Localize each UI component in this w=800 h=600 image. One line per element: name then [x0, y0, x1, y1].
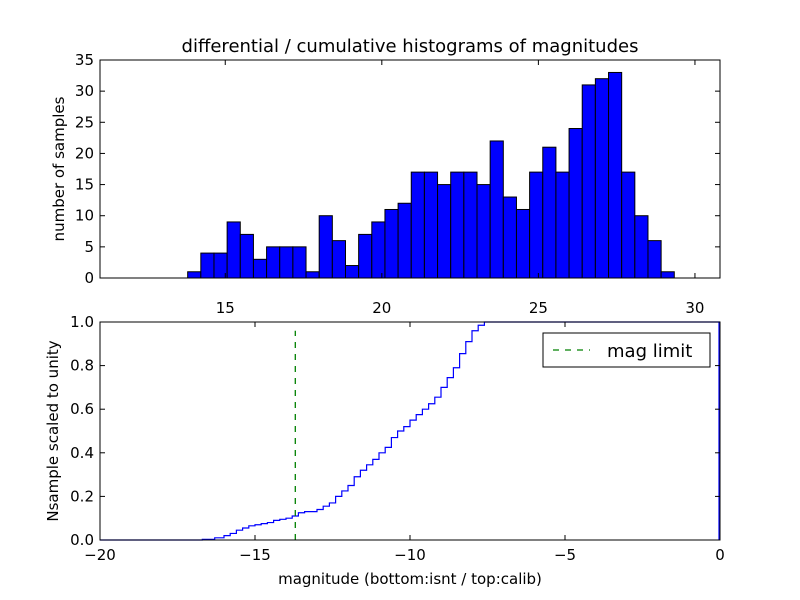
histogram-bar [621, 171, 636, 279]
histogram-bar [358, 233, 373, 279]
histogram-bar [515, 208, 531, 279]
histogram-bar [423, 171, 439, 279]
histogram-bar [660, 271, 675, 279]
cumulative-step-line [100, 321, 720, 541]
bottom-plot-lines [100, 321, 720, 541]
histogram-bar [568, 128, 583, 279]
top-x-ticks: 15 20 25 30 [216, 60, 704, 317]
top-y-tick-label: 0 [84, 269, 94, 287]
histogram-bar [200, 252, 215, 279]
top-chart-title: differential / cumulative histograms of … [182, 36, 639, 57]
histogram-bar [581, 84, 596, 279]
bottom-cumulative-panel: Nsample scaled to unity magnitude (botto… [44, 313, 725, 588]
bottom-x-tick-label: −10 [394, 546, 426, 564]
histogram-bar [489, 140, 504, 279]
bottom-y-tick-label: 0.6 [70, 400, 94, 418]
histogram-bar [450, 171, 465, 279]
top-y-ticks: 0 5 10 15 20 25 30 35 [75, 51, 720, 287]
top-y-axis-label: number of samples [50, 96, 68, 241]
histogram-bar [187, 271, 202, 279]
bottom-y-tick-label: 0.8 [70, 357, 94, 375]
histogram-bar [463, 171, 478, 279]
bottom-x-ticks: −20 −15 −10 −5 0 [84, 322, 725, 564]
top-y-tick-label: 25 [75, 113, 94, 131]
histogram-bar [371, 221, 386, 279]
histogram-bar [476, 184, 491, 279]
histogram-bar [502, 196, 517, 279]
bottom-x-tick-label: 0 [715, 546, 725, 564]
histogram-bar [266, 246, 281, 279]
histogram-bar [252, 258, 268, 279]
top-y-tick-label: 20 [75, 144, 94, 162]
histogram-bar [594, 78, 610, 279]
top-y-tick-label: 30 [75, 82, 94, 100]
top-x-tick-label: 25 [529, 299, 548, 317]
histogram-bar [410, 171, 425, 279]
histogram-bar [305, 271, 320, 279]
histogram-bar [331, 240, 346, 279]
legend-mag-limit-label: mag limit [607, 341, 692, 362]
bottom-y-axis-label: Nsample scaled to unity [44, 340, 62, 521]
histogram-bar [239, 233, 254, 279]
top-y-tick-label: 35 [75, 51, 94, 69]
top-x-tick-label: 30 [685, 299, 704, 317]
histogram-bar [647, 240, 662, 279]
histogram-bar [226, 221, 241, 279]
top-y-tick-label: 5 [84, 238, 94, 256]
histogram-bar [344, 265, 360, 279]
histogram-bar [292, 246, 307, 279]
histogram-bar [318, 215, 333, 279]
histogram-bar [555, 171, 570, 279]
histogram-bar [397, 202, 412, 279]
top-x-tick-label: 15 [216, 299, 235, 317]
histogram-bar [542, 146, 557, 279]
bottom-x-tick-label: −20 [84, 546, 116, 564]
top-x-tick-label: 20 [372, 299, 391, 317]
histogram-bar [384, 208, 399, 279]
top-y-tick-label: 15 [75, 176, 94, 194]
bottom-y-tick-label: 0.2 [70, 487, 94, 505]
histogram-bar [634, 215, 649, 279]
bottom-x-tick-label: −15 [239, 546, 271, 564]
top-histogram-panel: differential / cumulative histograms of … [50, 36, 721, 317]
top-axes-frame [99, 59, 721, 279]
bottom-y-tick-label: 0.4 [70, 444, 94, 462]
histogram-bar [608, 71, 623, 279]
legend: mag limit [542, 332, 711, 368]
bottom-x-axis-label: magnitude (bottom:isnt / top:calib) [278, 570, 542, 588]
bottom-y-tick-label: 0.0 [70, 531, 94, 549]
histogram-bar [529, 171, 544, 279]
bottom-y-tick-label: 1.0 [70, 313, 94, 331]
bottom-x-tick-label: −5 [554, 546, 576, 564]
histogram-bar [279, 246, 294, 279]
histogram-bar [437, 184, 452, 279]
bottom-axes-frame [99, 321, 721, 541]
top-y-tick-label: 10 [75, 207, 94, 225]
